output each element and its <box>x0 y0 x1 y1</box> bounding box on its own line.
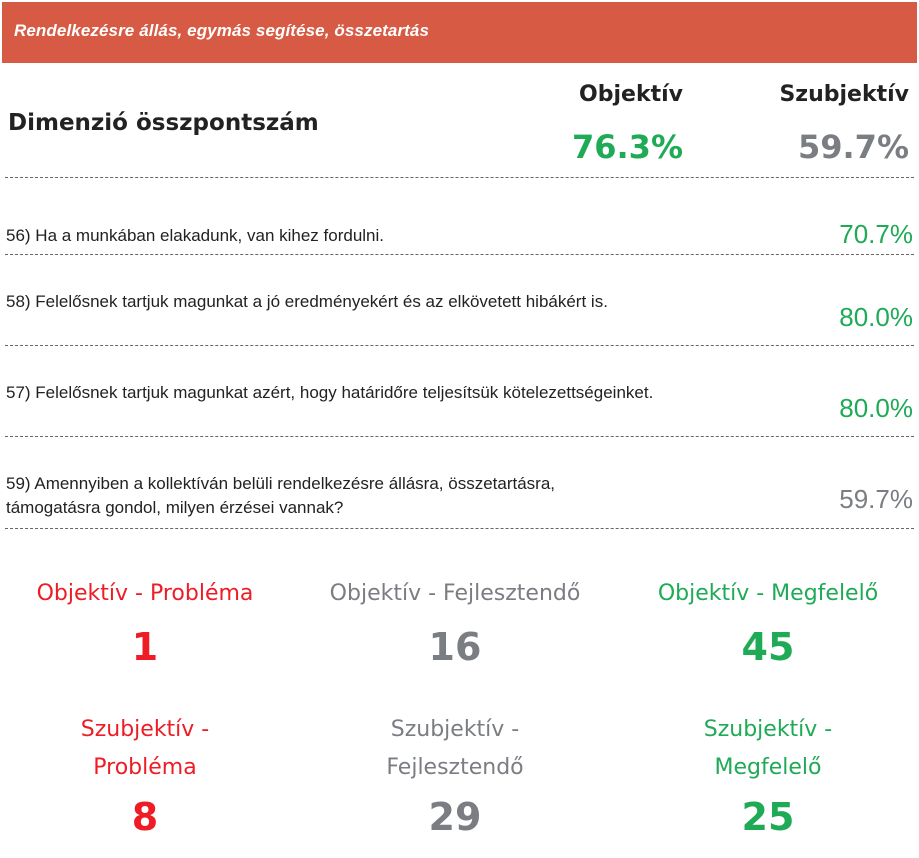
objective-improve-count: 16 <box>428 625 482 669</box>
divider <box>5 345 914 346</box>
subjective-ok-count: 25 <box>741 795 795 839</box>
divider <box>5 254 914 255</box>
subjective-improve-label: Szubjektív - Fejlesztendő <box>386 717 524 780</box>
divider <box>5 436 914 437</box>
subjective-score: 59.7% <box>797 128 909 166</box>
section-banner: Rendelkezésre állás, egymás segítése, ös… <box>2 2 917 63</box>
objective-improve-block: Objektív - Fejlesztendő 16 <box>305 575 605 669</box>
divider <box>5 177 914 178</box>
subjective-ok-block: Szubjektív - Megfelelő 25 <box>623 711 913 839</box>
objective-problem-count: 1 <box>131 625 159 669</box>
subjective-ok-label: Szubjektív - Megfelelő <box>703 717 833 780</box>
section-title: Rendelkezésre állás, egymás segítése, ös… <box>14 21 430 40</box>
question-text: 59) Amennyiben a kollektíván belüli rend… <box>6 474 556 517</box>
objective-ok-block: Objektív - Megfelelő 45 <box>618 575 918 669</box>
objective-ok-label: Objektív - Megfelelő <box>657 581 879 606</box>
subjective-problem-count: 8 <box>131 795 159 839</box>
dimension-score-label: Dimenzió összpontszám <box>8 110 319 136</box>
objective-problem-label: Objektív - Probléma <box>36 581 254 606</box>
question-value: 80.0% <box>839 302 913 332</box>
question-text: 58) Felelősnek tartjuk magunkat a jó ere… <box>6 292 608 311</box>
objective-ok-count: 45 <box>741 625 795 669</box>
question-value: 59.7% <box>839 484 913 514</box>
question-text: 56) Ha a munkában elakadunk, van kihez f… <box>6 226 385 245</box>
subjective-problem-block: Szubjektív - Probléma 8 <box>0 711 290 839</box>
question-value: 80.0% <box>839 393 913 423</box>
objective-problem-block: Objektív - Probléma 1 <box>0 575 295 669</box>
objective-header: Objektív <box>579 82 683 107</box>
subjective-improve-count: 29 <box>428 795 482 839</box>
question-value: 70.7% <box>839 219 913 249</box>
question-text: 57) Felelősnek tartjuk magunkat azért, h… <box>6 383 654 402</box>
subjective-header: Szubjektív <box>779 82 909 107</box>
objective-score: 76.3% <box>571 128 683 166</box>
divider <box>5 528 914 529</box>
subjective-improve-block: Szubjektív - Fejlesztendő 29 <box>310 711 600 839</box>
objective-improve-label: Objektív - Fejlesztendő <box>329 581 581 606</box>
subjective-problem-label: Szubjektív - Probléma <box>80 717 210 780</box>
